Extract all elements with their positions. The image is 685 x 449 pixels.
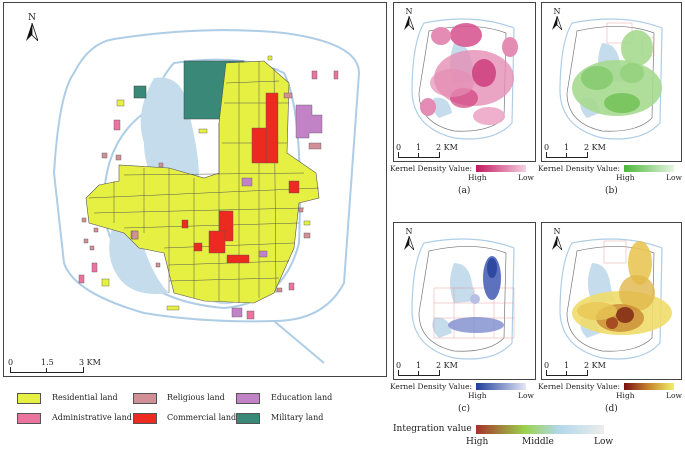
north-arrow: N [552,7,563,32]
integration-label: Integration value [393,424,472,434]
religious-swatch [133,393,157,404]
scale-bar: 0 1 2 KM [396,143,458,159]
north-arrow-icon [26,22,39,42]
kernel-density-panel-a: N 0 1 2 KM [393,2,536,162]
integration-middle: Middle [522,437,554,447]
scale-bar: 0 1.5 3 KM [8,358,101,374]
scale-bar: 0 1 2 KM [396,361,458,377]
integration-high: High [466,437,489,447]
kernel-density-legend-b: Kernel Density Value: High Low [538,164,682,182]
scale-bar: 0 1 2 KM [544,361,606,377]
kernel-density-panel-b: N 0 1 2 KM [541,2,682,162]
panel-a-caption: (a) [458,186,471,196]
panel-b-caption: (b) [605,186,618,196]
commercial-swatch [133,413,157,424]
kernel-density-panel-c: N 0 1 2 KM [393,222,536,380]
north-arrow: N [26,14,39,44]
kernel-density-legend-a: Kernel Density Value: High Low [390,164,534,182]
north-arrow: N [404,227,415,252]
integration-low: Low [594,437,614,447]
kernel-density-gradient-a [476,165,526,172]
panel-d-map [559,238,672,360]
southwest-lake [109,225,169,294]
kernel-density-legend-c: Kernel Density Value: High Low [390,382,534,400]
panel-d-caption: (d) [605,404,618,414]
residential-swatch [17,393,41,404]
panel-b-map [559,18,663,140]
north-arrow: N [404,7,415,32]
scale-bar: 0 1 2 KM [544,143,606,159]
north-arrow-icon [552,235,563,251]
residential-area [85,60,320,304]
kernel-density-gradient-d [624,383,674,390]
kernel-density-gradient-b [624,165,674,172]
military-swatch [236,413,260,424]
kernel-density-panel-d: N 0 1 2 KM [541,222,682,380]
integration-gradient [476,425,604,434]
panel-c-caption: (c) [458,404,471,414]
land-use-map-canvas [52,29,361,364]
education-swatch [236,393,260,404]
main-land-use-map: N 0 1.5 3 KM [3,2,387,377]
kernel-density-legend-d: Kernel Density Value: High Low [538,382,682,400]
north-arrow-icon [552,15,563,31]
panel-c-map [411,238,515,360]
north-arrow-icon [404,235,415,251]
north-arrow-icon [404,15,415,31]
administrative-swatch [17,413,41,424]
kernel-density-gradient-c [476,383,526,390]
north-arrow: N [552,227,563,252]
panel-a-map [411,18,518,140]
